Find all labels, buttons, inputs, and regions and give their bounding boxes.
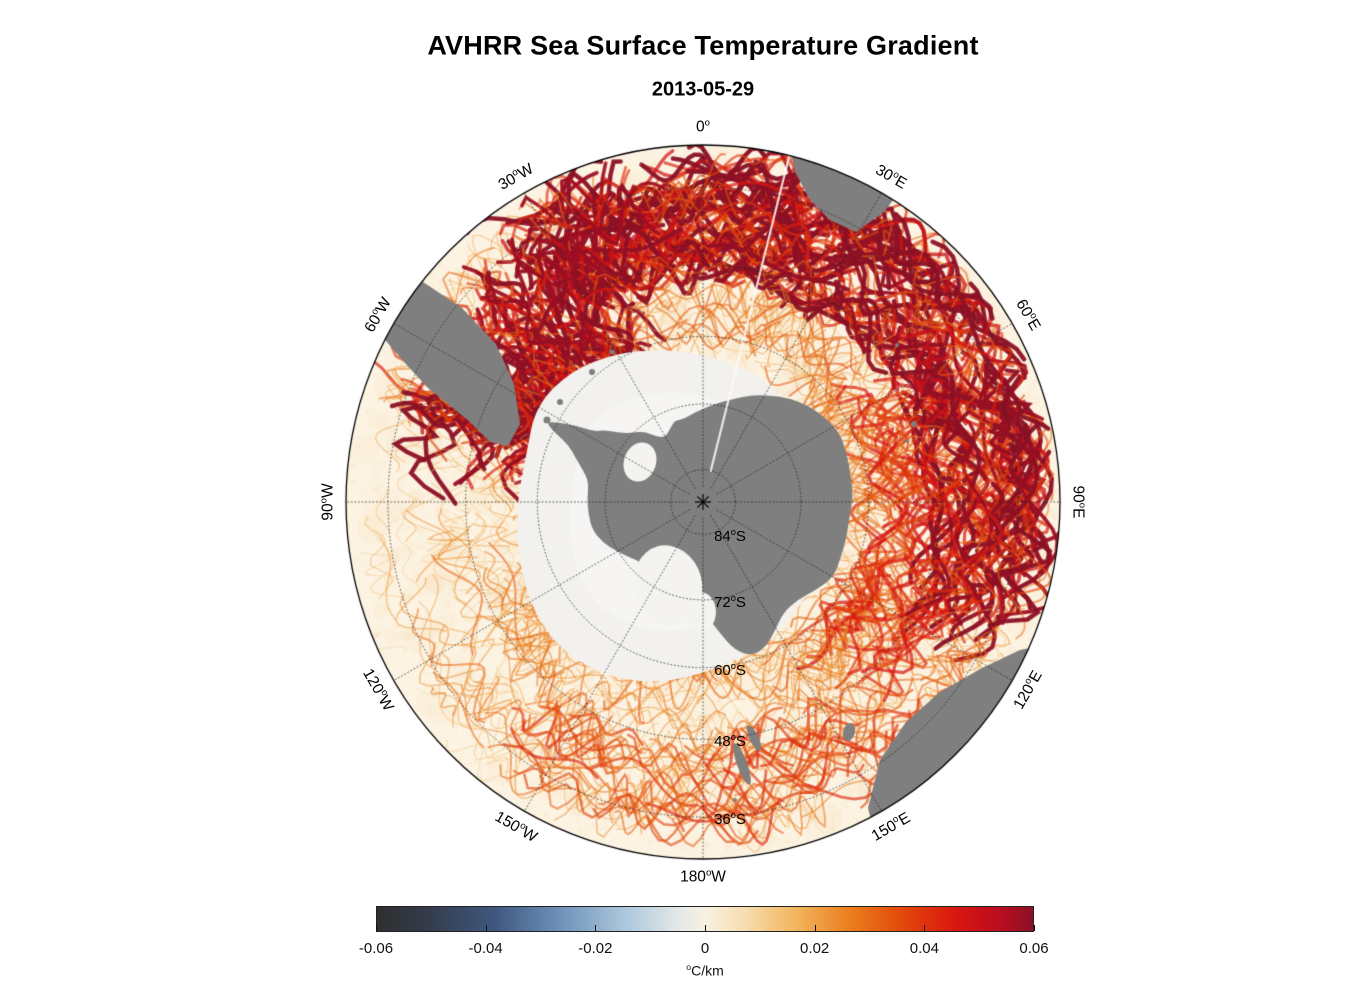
- figure-subtitle: 2013-05-29: [651, 78, 755, 101]
- colorbar-tick-mark: [376, 925, 377, 931]
- colorbar-tick-label: 0: [700, 940, 710, 957]
- colorbar-tick-mark: [924, 925, 926, 931]
- colorbar-tick-label: -0.04: [468, 940, 503, 957]
- colorbar-tick-mark: [814, 925, 816, 931]
- colorbar-tick-mark: [485, 925, 487, 931]
- colorbar-tick-label: -0.06: [358, 940, 394, 957]
- colorbar-tick-label: 0.04: [909, 940, 939, 957]
- figure-title: AVHRR Sea Surface Temperature Gradient: [427, 30, 979, 61]
- colorbar-tick-mark: [595, 925, 597, 931]
- colorbar-tick-mark: [705, 925, 706, 931]
- colorbar-tick-label: -0.02: [578, 940, 613, 957]
- colorbar-tick-label: 0.06: [1019, 940, 1049, 957]
- colorbar-tick-mark: [1034, 925, 1035, 931]
- colorbar-unit-label: oC/km: [686, 962, 724, 979]
- colorbar-tick-label: 0.02: [800, 940, 830, 957]
